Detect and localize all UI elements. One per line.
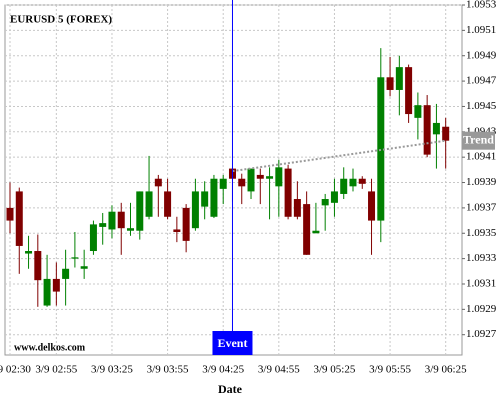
- candle-body: [266, 176, 274, 179]
- candle-body: [321, 199, 329, 206]
- y-tick-label: 1.0933: [466, 252, 497, 264]
- candle-body: [377, 77, 385, 221]
- x-tick-label: 3/9 02:55: [35, 364, 77, 376]
- candle-body: [43, 278, 51, 306]
- candle-body: [330, 191, 338, 203]
- event-label-box: [212, 331, 253, 355]
- candle-body: [312, 230, 320, 234]
- candle-body: [386, 77, 394, 90]
- event-label: Event: [217, 336, 247, 350]
- candle-body: [15, 191, 23, 246]
- y-tick-label: 1.0953: [466, 0, 497, 11]
- candle-body: [405, 67, 413, 115]
- candle-body: [173, 229, 181, 232]
- y-tick-label: 1.0941: [466, 151, 496, 163]
- trend-label: Trend: [463, 132, 494, 146]
- candle-body: [52, 278, 60, 292]
- candle-body: [136, 191, 144, 231]
- candle-body: [238, 178, 246, 187]
- candle-body: [117, 211, 125, 229]
- x-tick-label: 3/9 04:55: [258, 364, 300, 376]
- x-axis-label: Date: [218, 382, 243, 396]
- candle-body: [34, 251, 42, 281]
- candle-body: [145, 191, 153, 217]
- candle-body: [414, 105, 422, 118]
- candle-body: [284, 168, 292, 217]
- candle-body: [182, 207, 190, 241]
- y-tick-label: 1.0937: [466, 201, 497, 213]
- trend-label-box: [462, 131, 495, 150]
- plot-layer: [5, 0, 465, 355]
- candle-body: [256, 174, 264, 179]
- y-tick-label: 1.0931: [466, 278, 496, 290]
- candle-body: [164, 191, 172, 217]
- x-tick-label: 3/9 03:55: [147, 364, 189, 376]
- watermark: www.delkos.com: [14, 342, 86, 353]
- chart-title: EURUSD 5 (FOREX): [10, 14, 112, 26]
- y-tick-label: 1.0949: [466, 49, 497, 61]
- candle-body: [432, 122, 440, 135]
- candle-body: [62, 268, 70, 279]
- candle-body: [275, 167, 283, 187]
- candle-body: [80, 266, 88, 269]
- candle-body: [99, 223, 107, 227]
- candle-body: [191, 191, 199, 229]
- y-tick-label: 1.0947: [466, 75, 497, 87]
- candle-body: [89, 224, 97, 252]
- candle-body: [303, 204, 311, 255]
- x-tick-label: 3/9 05:55: [369, 364, 411, 376]
- candle-body: [247, 168, 255, 192]
- candle-body: [210, 178, 218, 217]
- candle-body: [423, 105, 431, 155]
- y-tick-label: 1.0951: [466, 24, 496, 36]
- x-tick-label: 3/9 04:25: [202, 364, 244, 376]
- y-tick-label: 1.0929: [466, 303, 497, 315]
- candle-body: [340, 178, 348, 194]
- x-tick-label: 3/9 03:25: [91, 364, 133, 376]
- candle-body: [349, 178, 357, 187]
- candle-body: [71, 257, 79, 259]
- y-tick-label: 1.0945: [466, 100, 497, 112]
- candle-body: [108, 211, 116, 230]
- plot-area: [4, 4, 463, 356]
- candle-body: [6, 207, 14, 221]
- candle-body: [219, 178, 227, 189]
- candle-body: [127, 228, 135, 231]
- candle-body: [293, 199, 301, 217]
- candle-body: [154, 178, 162, 187]
- candle-body: [368, 191, 376, 221]
- candle-body: [395, 67, 403, 90]
- x-tick-label: 3/9 05:25: [314, 364, 356, 376]
- candle-body: [25, 251, 33, 254]
- y-tick-label: 1.0939: [466, 176, 497, 188]
- candle-body: [442, 126, 450, 141]
- candle-body: [358, 178, 366, 184]
- y-tick-label: 1.0935: [466, 227, 497, 239]
- x-tick-label: 3/9 02:30: [0, 364, 31, 376]
- candle-body: [201, 191, 209, 207]
- x-tick-label: 3/9 06:25: [425, 364, 467, 376]
- y-tick-label: 1.0927: [466, 328, 497, 340]
